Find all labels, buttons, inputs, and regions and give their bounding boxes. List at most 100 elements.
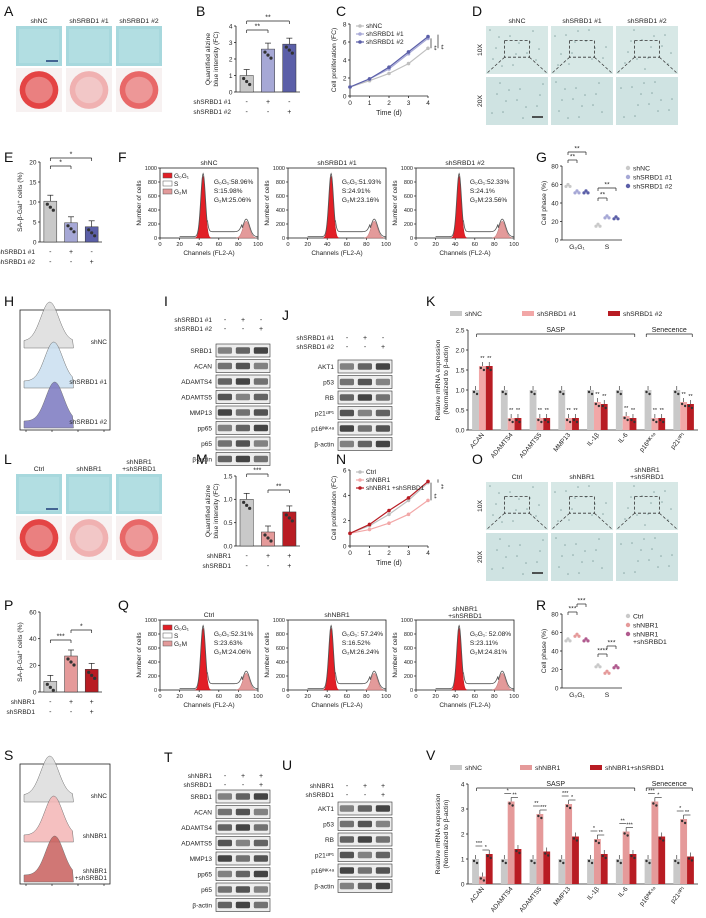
bar bbox=[615, 859, 623, 884]
bar bbox=[507, 418, 515, 430]
data-point bbox=[677, 861, 680, 865]
data-point bbox=[598, 224, 602, 228]
data-point bbox=[626, 418, 629, 422]
protein-band bbox=[357, 440, 373, 448]
band-label: MMP13 bbox=[190, 410, 213, 417]
y-axis-label: Number of cells bbox=[136, 632, 143, 678]
plot-title: +shSRBD1 bbox=[448, 613, 482, 620]
data-point bbox=[544, 852, 547, 855]
cell-dot bbox=[526, 508, 528, 510]
g0g1-peak bbox=[323, 627, 340, 691]
bar bbox=[565, 418, 573, 430]
data-point bbox=[645, 390, 648, 394]
histogram-envelope bbox=[307, 624, 387, 689]
bar bbox=[687, 404, 694, 430]
bar bbox=[644, 390, 652, 430]
cell-dot bbox=[657, 110, 659, 112]
x-tick-label: 40 bbox=[452, 694, 458, 700]
legend-label: shNBR1 bbox=[633, 623, 659, 630]
sig-label: *** bbox=[569, 606, 577, 613]
histogram-envelope bbox=[179, 624, 259, 689]
protein-band bbox=[235, 424, 251, 432]
protein-band bbox=[253, 409, 269, 416]
band-label: ACAN bbox=[194, 363, 212, 370]
y-tick-label: 600 bbox=[404, 194, 413, 200]
data-point bbox=[616, 859, 619, 863]
cell-dot bbox=[501, 521, 503, 523]
data-point bbox=[489, 856, 492, 860]
x-tick-label: 4 bbox=[426, 550, 430, 557]
x-tick-label: 100 bbox=[253, 694, 263, 700]
protein-band bbox=[339, 867, 355, 874]
s-phase-stat: S:15.98% bbox=[214, 188, 243, 195]
column-label: shSRBD1 #2 bbox=[119, 18, 159, 25]
cell-dot bbox=[495, 503, 497, 505]
data-point bbox=[515, 418, 518, 422]
condition-sign: - bbox=[382, 335, 385, 342]
protein-band bbox=[253, 901, 269, 909]
cell-dot bbox=[591, 58, 593, 60]
panel-letter: A bbox=[4, 3, 14, 19]
data-point bbox=[575, 189, 579, 193]
legend-swatch bbox=[520, 765, 532, 770]
y-tick-label: 400 bbox=[148, 208, 157, 214]
column-label: shSRBD1 #1 bbox=[69, 18, 109, 25]
sig-label: * bbox=[679, 806, 682, 812]
bar bbox=[500, 390, 508, 430]
sig-label: ** bbox=[574, 146, 580, 153]
y-tick-label: 1000 bbox=[273, 166, 285, 172]
data-point bbox=[486, 854, 489, 858]
data-point bbox=[515, 849, 518, 853]
microscopy-image bbox=[551, 533, 613, 581]
data-point bbox=[367, 527, 372, 532]
zoom-box bbox=[634, 40, 660, 58]
data-point bbox=[248, 506, 252, 510]
microscopy-image bbox=[551, 77, 613, 125]
bar bbox=[644, 859, 652, 884]
alizarin-red-stain bbox=[25, 524, 53, 552]
data-point bbox=[564, 639, 568, 643]
y-tick-label: 2 bbox=[461, 831, 465, 838]
cell-dot bbox=[668, 109, 670, 111]
condition-sign: + bbox=[381, 783, 385, 790]
category-label: p16ᴵᴺᴷ⁴ᵃ bbox=[638, 885, 658, 907]
y-tick-label: 1000 bbox=[401, 166, 413, 172]
histogram-ridge bbox=[23, 301, 74, 349]
column-label: Ctrl bbox=[34, 466, 45, 473]
cell-dot bbox=[499, 82, 501, 84]
data-point bbox=[559, 859, 562, 863]
bar bbox=[500, 859, 508, 884]
band-label: p53 bbox=[323, 379, 334, 386]
condition-label: shNBR1 bbox=[11, 699, 36, 706]
condition-sign: - bbox=[224, 326, 227, 333]
cell-dot bbox=[671, 98, 673, 100]
histogram-envelope bbox=[179, 172, 259, 237]
protein-band bbox=[235, 886, 251, 893]
panel-letter: B bbox=[196, 3, 205, 19]
condition-sign: - bbox=[260, 317, 263, 324]
y-tick-label: 1.5 bbox=[223, 473, 232, 480]
condition-sign: + bbox=[287, 553, 291, 560]
y-tick-label: 400 bbox=[148, 660, 157, 666]
data-point bbox=[72, 663, 76, 667]
sig-label: * bbox=[59, 160, 62, 167]
cell-dot bbox=[554, 35, 556, 37]
data-point bbox=[603, 671, 607, 675]
bar bbox=[651, 801, 659, 884]
histogram-ridge bbox=[23, 381, 74, 429]
y-tick-label: 600 bbox=[148, 646, 157, 652]
sig-label: ** bbox=[570, 154, 576, 161]
sig-label: *** bbox=[540, 805, 547, 811]
column-label: shNBR1 bbox=[76, 466, 102, 473]
cell-dot bbox=[653, 491, 655, 493]
panel-letter: L bbox=[4, 451, 12, 467]
y-tick-label: 400 bbox=[276, 208, 285, 214]
sig-label: ** bbox=[487, 356, 492, 362]
cell-dot bbox=[525, 562, 527, 564]
cell-dot bbox=[651, 92, 653, 94]
category-label: p16ᴵᴺᴷ⁴ᵃ bbox=[638, 431, 658, 453]
protein-band bbox=[375, 820, 391, 828]
